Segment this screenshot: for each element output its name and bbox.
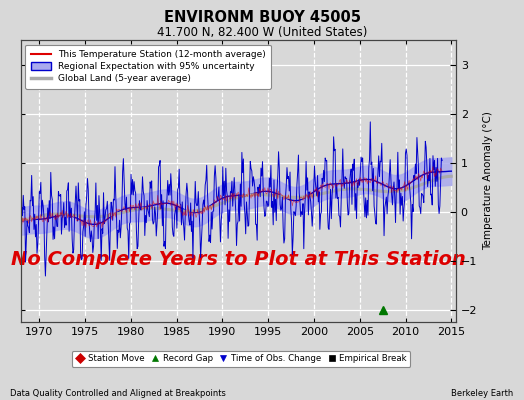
Text: Data Quality Controlled and Aligned at Breakpoints: Data Quality Controlled and Aligned at B…: [10, 389, 226, 398]
Legend: This Temperature Station (12-month average), Regional Expectation with 95% uncer: This Temperature Station (12-month avera…: [26, 44, 271, 89]
Text: Berkeley Earth: Berkeley Earth: [451, 389, 514, 398]
Text: No Complete Years to Plot at This Station: No Complete Years to Plot at This Statio…: [11, 250, 466, 270]
Y-axis label: Temperature Anomaly (°C): Temperature Anomaly (°C): [483, 112, 493, 250]
Legend: Station Move, Record Gap, Time of Obs. Change, Empirical Break: Station Move, Record Gap, Time of Obs. C…: [72, 351, 410, 367]
Text: 41.700 N, 82.400 W (United States): 41.700 N, 82.400 W (United States): [157, 26, 367, 39]
Text: ENVIRONM BUOY 45005: ENVIRONM BUOY 45005: [163, 10, 361, 25]
